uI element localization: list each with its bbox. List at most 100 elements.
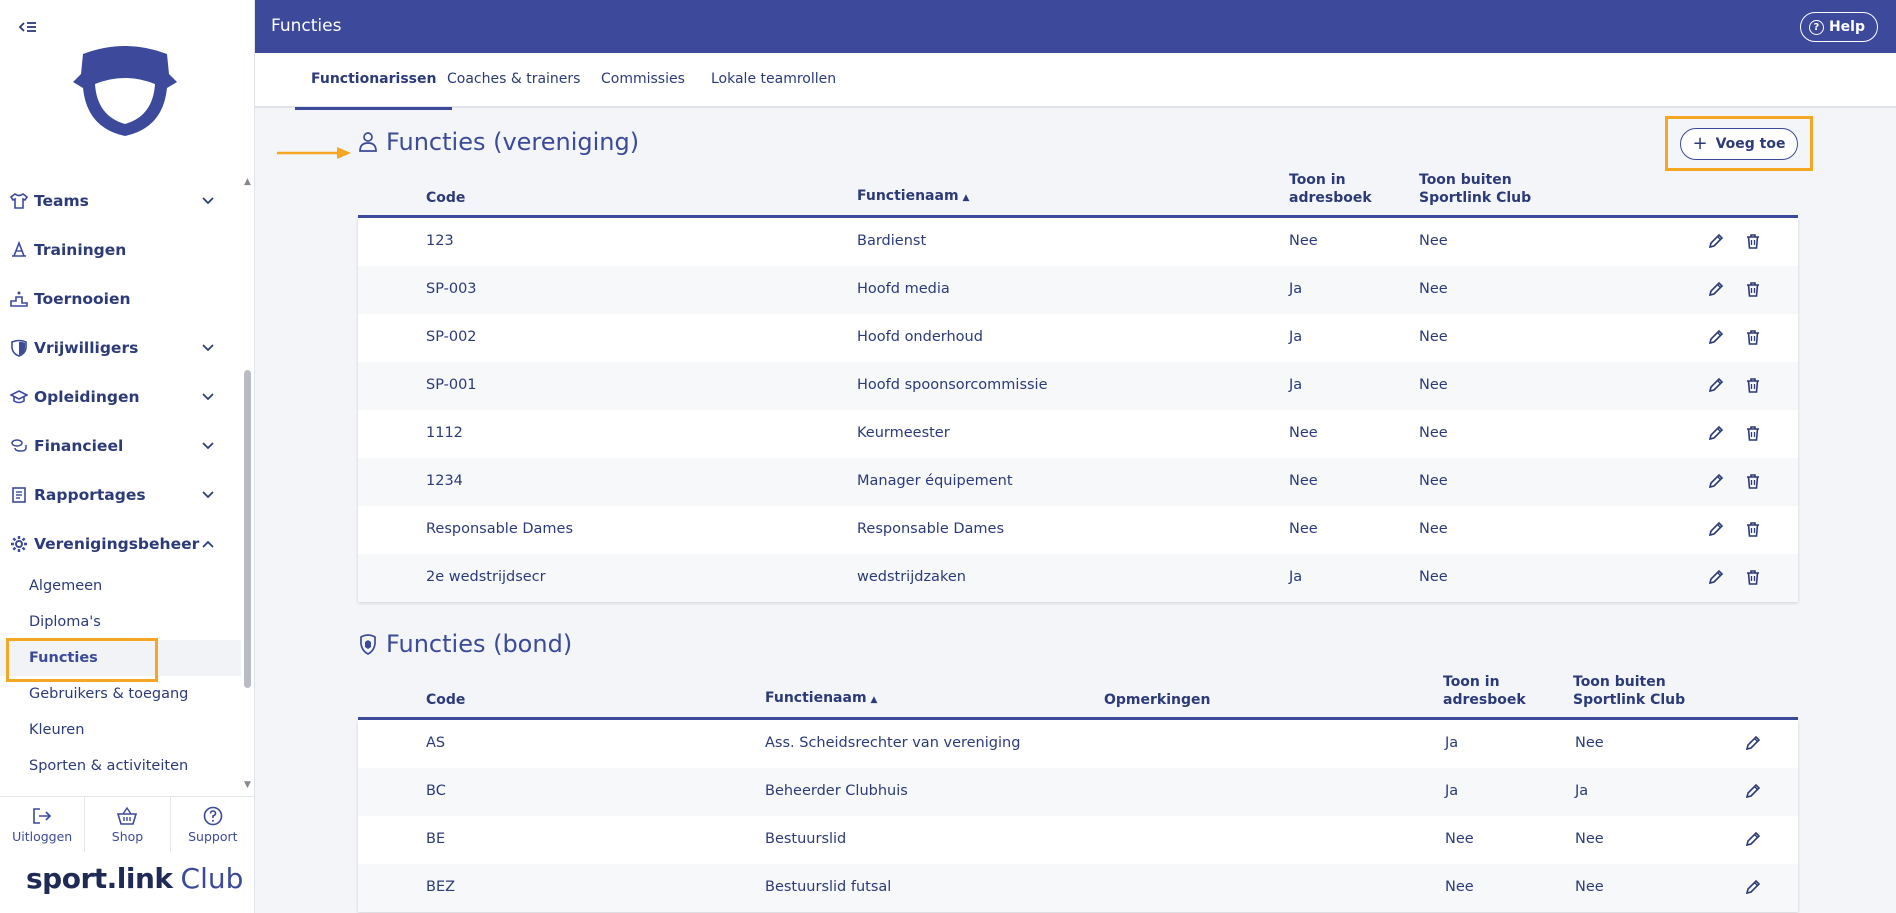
header-code[interactable]: Code xyxy=(426,190,466,206)
header-toon-adresboek[interactable]: Toon in adresboek xyxy=(1289,171,1372,207)
table-row[interactable]: AS Ass. Scheidsrechter van vereniging Ja Ne… xyxy=(358,720,1798,768)
edit-pencil-icon[interactable] xyxy=(1707,424,1725,442)
tab-functionarissen[interactable]: Functionarissen xyxy=(294,71,453,110)
scroll-down-icon[interactable]: ▼ xyxy=(244,780,251,790)
sidebar-item-financieel[interactable]: Financieel xyxy=(0,421,241,470)
chevron-down-icon[interactable] xyxy=(201,392,215,402)
header-toon-buiten[interactable]: Toon buiten Sportlink Club xyxy=(1573,673,1685,709)
edit-pencil-icon[interactable] xyxy=(1707,328,1725,346)
cell-buiten: Nee xyxy=(1419,569,1448,585)
edit-pencil-icon[interactable] xyxy=(1707,376,1725,394)
edit-pencil-icon[interactable] xyxy=(1744,878,1762,896)
voeg-toe-button[interactable]: + Voeg toe xyxy=(1680,128,1798,160)
table-row[interactable]: 1112 Keurmeester Nee Nee xyxy=(358,410,1798,458)
sidebar-subitem-gebruikers-toegang[interactable]: Gebruikers & toegang xyxy=(29,686,189,702)
help-button[interactable]: ? Help xyxy=(1799,12,1878,42)
sidebar-subitem-vrijwilligersbeleid[interactable]: Vrijwilligersbeleid xyxy=(0,784,241,794)
delete-trash-icon[interactable] xyxy=(1744,568,1762,586)
delete-trash-icon[interactable] xyxy=(1744,472,1762,490)
table-row[interactable]: SP-003 Hoofd media Ja Nee xyxy=(358,266,1798,314)
table-row[interactable]: BEZ Bestuurslid futsal Nee Nee xyxy=(358,864,1798,912)
table-vereniging: Code Functienaam ▲ Toon in adresboek Toon … xyxy=(358,170,1798,602)
sidebar-item-rapportages[interactable]: Rapportages xyxy=(0,470,241,519)
table-row[interactable]: SP-002 Hoofd onderhoud Ja Nee xyxy=(358,314,1798,362)
header-toon-buiten[interactable]: Toon buiten Sportlink Club xyxy=(1419,171,1531,207)
header-functienaam-text: Functienaam xyxy=(765,690,867,706)
sidebar-item-opleidingen[interactable]: Opleidingen xyxy=(0,372,241,421)
collapse-sidebar-icon[interactable] xyxy=(18,16,40,38)
header-code[interactable]: Code xyxy=(426,692,466,708)
sidebar-item-vrijwilligers[interactable]: Vrijwilligers xyxy=(0,323,241,372)
edit-pencil-icon[interactable] xyxy=(1707,472,1725,490)
cell-code: 123 xyxy=(426,233,454,249)
sidebar-item-label: Financieel xyxy=(34,436,124,455)
sidebar-item-label: Teams xyxy=(34,191,89,210)
logout-button[interactable]: Uitloggen xyxy=(0,797,86,852)
table-row[interactable]: BE Bestuurslid Nee Nee xyxy=(358,816,1798,864)
cell-name: Manager équipement xyxy=(857,473,1013,489)
cell-adresboek: Ja xyxy=(1289,377,1303,393)
header-toon-adresboek[interactable]: Toon in adresboek xyxy=(1443,673,1526,709)
delete-trash-icon[interactable] xyxy=(1744,520,1762,538)
sidebar-item-verenigingsbeheer[interactable]: Verenigingsbeheer xyxy=(0,519,241,568)
tab-coaches-trainers[interactable]: Coaches & trainers xyxy=(447,71,581,87)
header-opmerkingen[interactable]: Opmerkingen xyxy=(1104,692,1211,708)
delete-trash-icon[interactable] xyxy=(1744,232,1762,250)
edit-pencil-icon[interactable] xyxy=(1707,280,1725,298)
sidebar-item-trainingen[interactable]: Trainingen xyxy=(0,225,241,274)
section-title-bond-text: Functies (bond) xyxy=(386,630,573,658)
tab-lokale-teamrollen[interactable]: Lokale teamrollen xyxy=(711,71,837,87)
sidebar-item-teams[interactable]: Teams xyxy=(0,176,241,225)
table-header: Code Functienaam ▲ Opmerkingen Toon in adr… xyxy=(358,672,1798,720)
table-row[interactable]: 123 Bardienst Nee Nee xyxy=(358,218,1798,266)
header-buiten-line1: Toon buiten xyxy=(1573,674,1666,690)
header-functienaam[interactable]: Functienaam ▲ xyxy=(857,187,969,207)
delete-trash-icon[interactable] xyxy=(1744,328,1762,346)
chevron-down-icon[interactable] xyxy=(201,196,215,206)
sidebar: Teams Trainingen Toernooien Vrijwilligers Op… xyxy=(0,0,255,913)
sidebar-subitem-sporten-activiteiten[interactable]: Sporten & activiteiten xyxy=(29,758,189,774)
scroll-up-icon[interactable]: ▲ xyxy=(244,177,251,187)
table-row[interactable]: Responsable Dames Responsable Dames Nee Nee xyxy=(358,506,1798,554)
question-icon: ? xyxy=(1808,19,1824,35)
sidebar-subitem-functies[interactable]: Functies xyxy=(0,638,241,682)
chevron-down-icon[interactable] xyxy=(201,441,215,451)
support-button[interactable]: Support xyxy=(171,797,255,852)
support-label: Support xyxy=(188,828,238,844)
cell-name: Hoofd onderhoud xyxy=(857,329,983,345)
cell-buiten: Ja xyxy=(1575,783,1589,799)
delete-trash-icon[interactable] xyxy=(1744,424,1762,442)
sidebar-subitem-diploma-s[interactable]: Diploma's xyxy=(29,614,101,630)
table-row[interactable]: BC Beheerder Clubhuis Ja Ja xyxy=(358,768,1798,816)
chevron-down-icon[interactable] xyxy=(201,490,215,500)
edit-pencil-icon[interactable] xyxy=(1707,568,1725,586)
header-buiten-line2: Sportlink Club xyxy=(1419,190,1532,206)
scrollbar-thumb[interactable] xyxy=(244,370,251,688)
delete-trash-icon[interactable] xyxy=(1744,280,1762,298)
table-row[interactable]: SP-001 Hoofd spoonsorcommissie Ja Nee xyxy=(358,362,1798,410)
table-row[interactable]: 1234 Manager équipement Nee Nee xyxy=(358,458,1798,506)
table-row[interactable]: 2e wedstrijdsecr wedstrijdzaken Ja Nee xyxy=(358,554,1798,602)
cell-adresboek: Nee xyxy=(1289,233,1318,249)
chevron-up-icon[interactable] xyxy=(201,539,215,549)
edit-pencil-icon[interactable] xyxy=(1744,734,1762,752)
edit-pencil-icon[interactable] xyxy=(1707,232,1725,250)
tab-bar: Functionarissen Coaches & trainers Commi… xyxy=(255,53,1896,110)
chevron-down-icon[interactable] xyxy=(201,343,215,353)
sidebar-scrollbar[interactable]: ▲ ▼ xyxy=(243,178,252,790)
cell-name: Hoofd spoonsorcommissie xyxy=(857,377,1048,393)
delete-trash-icon[interactable] xyxy=(1744,376,1762,394)
sidebar-subitem-algemeen[interactable]: Algemeen xyxy=(29,578,103,594)
cell-name: Hoofd media xyxy=(857,281,950,297)
cell-adresboek: Nee xyxy=(1445,879,1474,895)
edit-pencil-icon[interactable] xyxy=(1707,520,1725,538)
sidebar-item-toernooien[interactable]: Toernooien xyxy=(0,274,241,323)
edit-pencil-icon[interactable] xyxy=(1744,830,1762,848)
shop-button[interactable]: Shop xyxy=(85,797,171,852)
tab-commissies[interactable]: Commissies xyxy=(601,71,685,87)
cell-adresboek: Ja xyxy=(1289,281,1303,297)
sidebar-subitem-kleuren[interactable]: Kleuren xyxy=(29,722,85,738)
edit-pencil-icon[interactable] xyxy=(1744,782,1762,800)
header-functienaam[interactable]: Functienaam ▲ xyxy=(765,689,877,709)
cell-buiten: Nee xyxy=(1419,329,1448,345)
